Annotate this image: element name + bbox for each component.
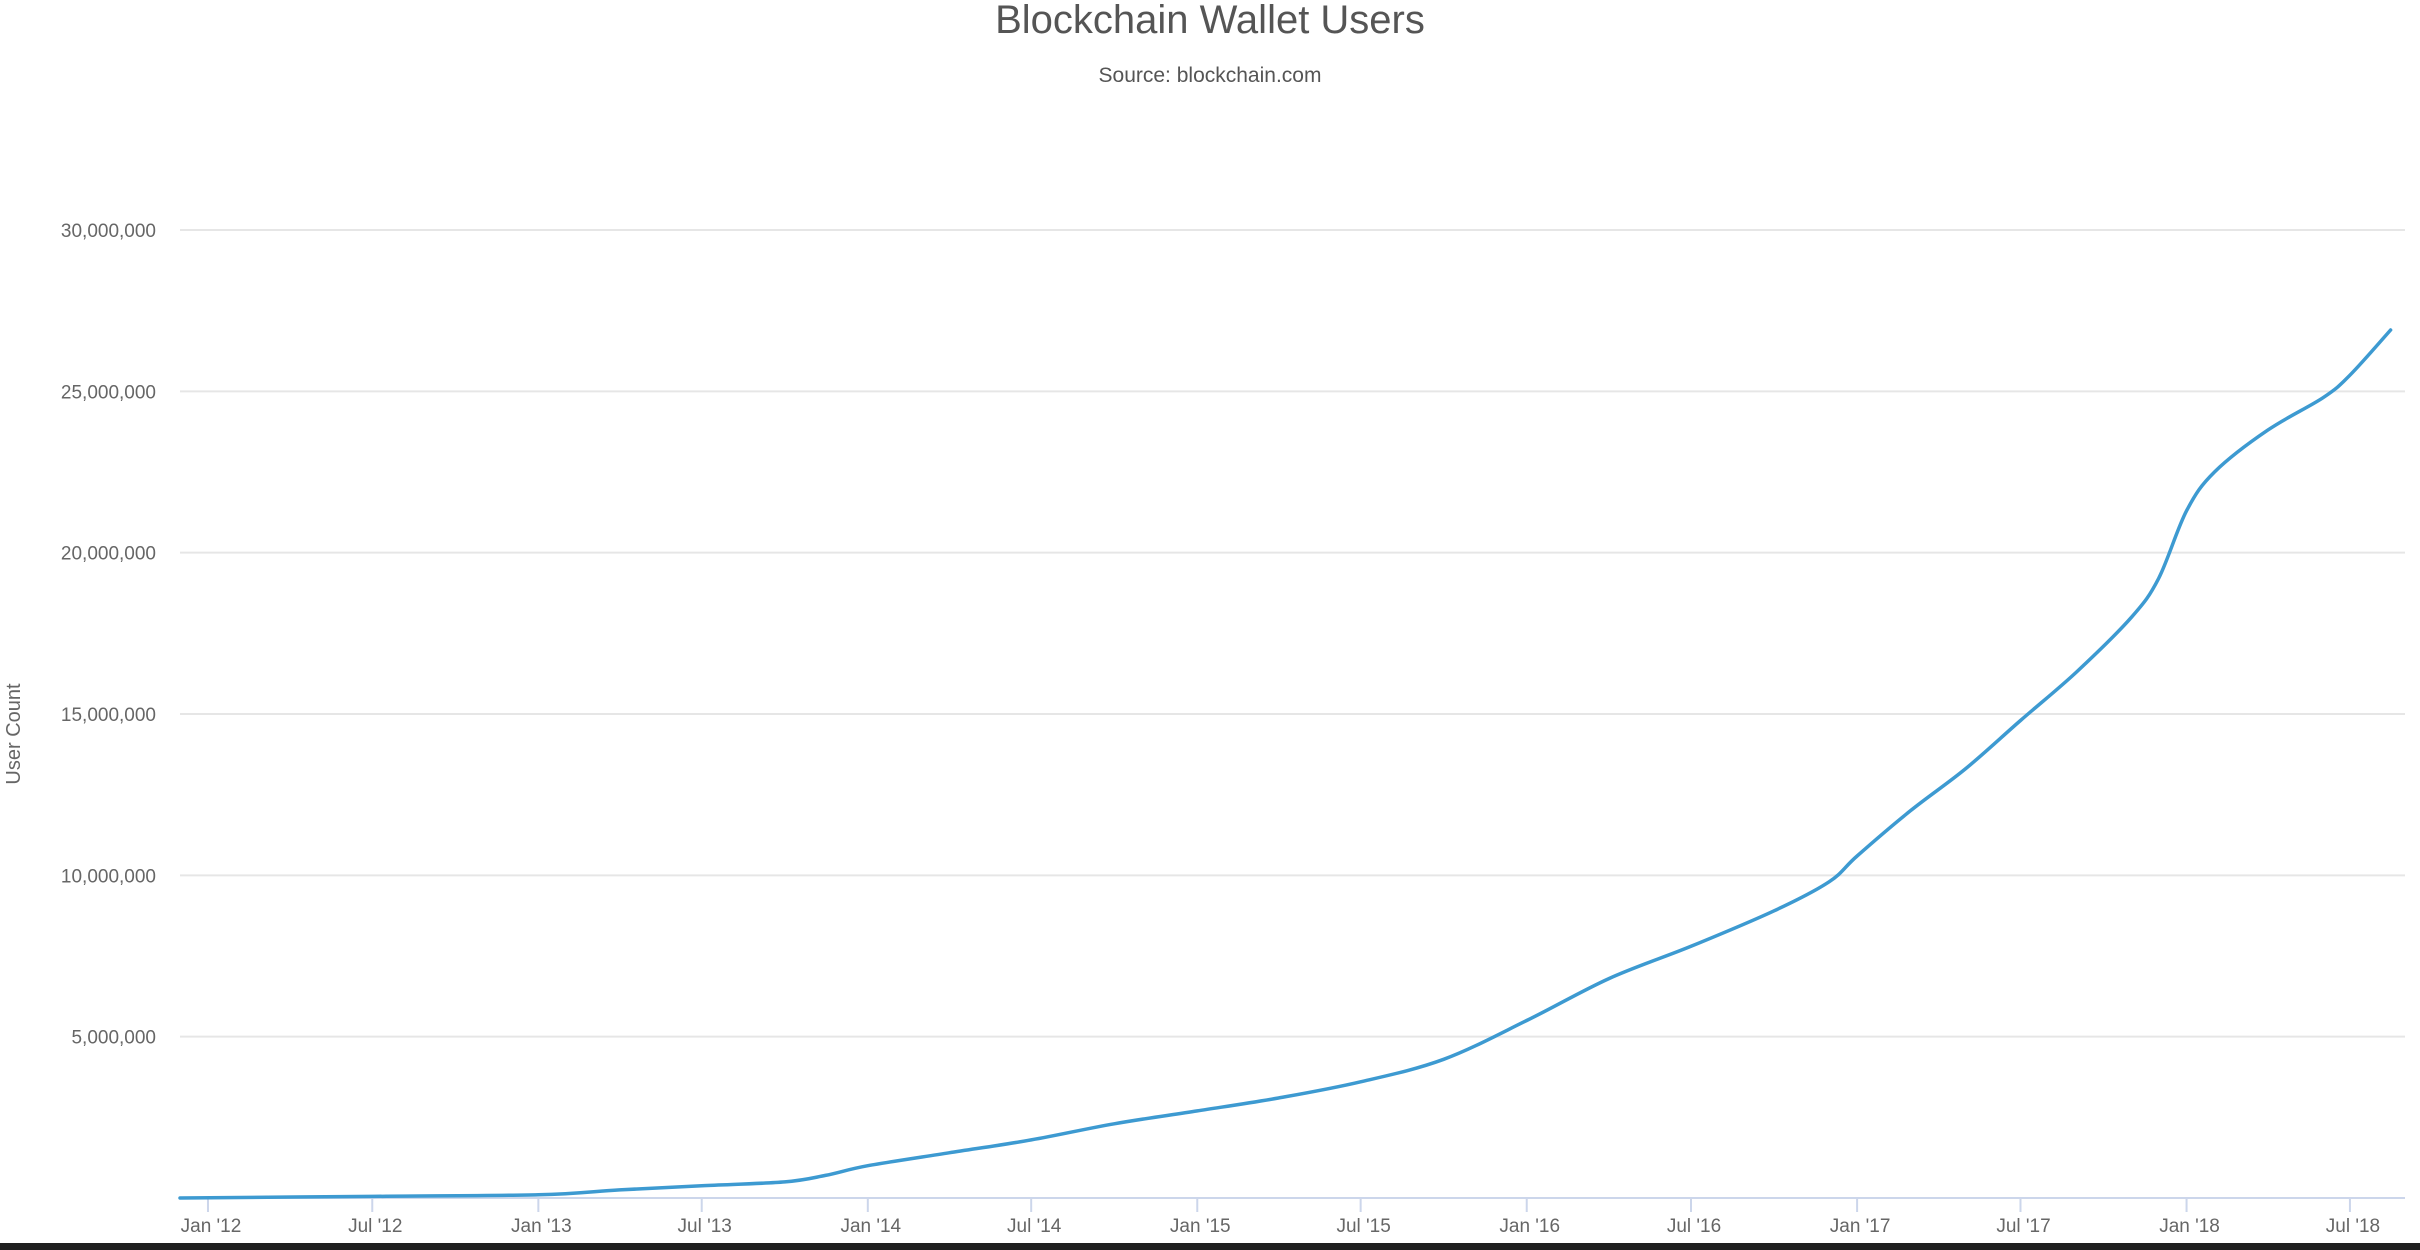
y-tick-label: 15,000,000 (61, 705, 156, 726)
x-tick-label: Jul '12 (348, 1216, 402, 1237)
chart-title: Blockchain Wallet Users (995, 0, 1425, 42)
x-tick-label: Jan '12 (181, 1216, 242, 1237)
y-tick-label: 10,000,000 (61, 866, 156, 887)
x-tick-label: Jan '15 (1170, 1216, 1231, 1237)
x-tick-label: Jan '18 (2159, 1216, 2220, 1237)
x-tick-label: Jan '17 (1830, 1216, 1891, 1237)
x-tick-label: Jul '17 (1996, 1216, 2050, 1237)
y-tick-label: 30,000,000 (61, 221, 156, 242)
window-bottom-edge (0, 1243, 2420, 1250)
y-tick-label: 5,000,000 (71, 1028, 156, 1049)
x-tick-label: Jan '14 (840, 1216, 901, 1237)
y-tick-label: 20,000,000 (61, 544, 156, 565)
x-tick-label: Jul '15 (1336, 1216, 1390, 1237)
y-axis-ticks: 5,000,000 10,000,000 15,000,000 20,000,000 2… (61, 221, 156, 1049)
y-axis-title: User Count (3, 683, 25, 785)
series-line (178, 328, 2393, 1200)
x-tick-label: Jul '18 (2326, 1216, 2380, 1237)
x-tick-label: Jul '16 (1667, 1216, 1721, 1237)
x-tick-label: Jan '13 (511, 1216, 572, 1237)
x-tick-label: Jul '14 (1007, 1216, 1062, 1237)
x-tick-label: Jan '16 (1499, 1216, 1560, 1237)
y-tick-label: 25,000,000 (61, 382, 156, 403)
chart-subtitle: Source: blockchain.com (1098, 64, 1322, 87)
gridlines (180, 229, 2405, 1038)
x-axis-ticks: Jan '12 Jul '12 Jan '13 Jul '13 Jan '14 Jul '… (181, 1198, 2380, 1237)
x-tick-label: Jul '13 (678, 1216, 732, 1237)
